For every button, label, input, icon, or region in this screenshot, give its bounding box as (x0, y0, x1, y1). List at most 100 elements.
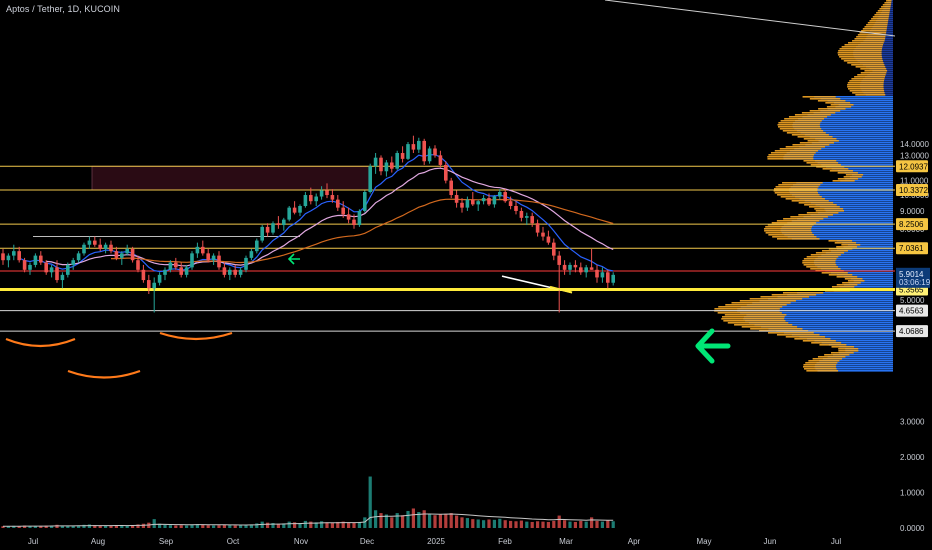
candle-body[interactable] (465, 199, 470, 208)
candle-body[interactable] (206, 253, 210, 261)
candle-body[interactable] (568, 264, 572, 270)
candle-body[interactable] (460, 202, 464, 208)
candle-body[interactable] (82, 244, 86, 254)
candle-body[interactable] (498, 192, 502, 197)
candle-body[interactable] (33, 255, 38, 265)
candle-body[interactable] (557, 255, 561, 265)
candle-body[interactable] (341, 207, 345, 215)
candle-body[interactable] (579, 267, 583, 273)
candle-body[interactable] (352, 219, 356, 226)
candle-body[interactable] (519, 210, 524, 218)
candle-body[interactable] (417, 140, 421, 150)
candle-body[interactable] (184, 267, 189, 275)
candle-body[interactable] (303, 195, 308, 206)
candle-body[interactable] (525, 216, 529, 218)
candle-body[interactable] (157, 274, 162, 283)
candle-body[interactable] (222, 267, 227, 275)
candle-body[interactable] (606, 272, 610, 283)
candle-body[interactable] (287, 207, 291, 220)
candle-body[interactable] (249, 251, 254, 258)
candle-body[interactable] (314, 196, 318, 202)
symbol-title[interactable]: Aptos / Tether, 1D, KUCOIN (6, 4, 120, 14)
candle-body[interactable] (433, 148, 437, 156)
candle-body[interactable] (346, 214, 351, 220)
candle-body[interactable] (271, 223, 275, 233)
candle-body[interactable] (179, 267, 183, 275)
candle-body[interactable] (449, 180, 453, 196)
candle-body[interactable] (168, 262, 173, 270)
candle-body[interactable] (211, 255, 216, 261)
candle-body[interactable] (292, 207, 297, 213)
candle-body[interactable] (238, 269, 243, 275)
candle-body[interactable] (589, 267, 594, 270)
candle-body[interactable] (147, 280, 151, 289)
candle-body[interactable] (28, 264, 32, 270)
candle-body[interactable] (573, 264, 578, 268)
candle-body[interactable] (530, 216, 534, 224)
candle-body[interactable] (103, 244, 108, 249)
candle-body[interactable] (508, 201, 513, 206)
candle-body[interactable] (411, 144, 416, 150)
candle-body[interactable] (276, 223, 281, 226)
candle-body[interactable] (152, 282, 156, 289)
candle-body[interactable] (87, 240, 92, 245)
candle-body[interactable] (325, 190, 329, 196)
candle-body[interactable] (481, 198, 486, 202)
candle-body[interactable] (174, 262, 178, 268)
candle-body[interactable] (595, 269, 599, 278)
candle-body[interactable] (98, 244, 102, 249)
candle-body[interactable] (438, 155, 443, 165)
candle-body[interactable] (136, 260, 140, 270)
candle-body[interactable] (422, 140, 426, 162)
candle-body[interactable] (233, 269, 237, 275)
candle-body[interactable] (244, 257, 248, 270)
candle-body[interactable] (93, 240, 97, 245)
candle-body[interactable] (114, 251, 119, 258)
candle-body[interactable] (476, 201, 480, 205)
candle-body[interactable] (120, 253, 124, 258)
candle-body[interactable] (17, 251, 21, 261)
candle-body[interactable] (190, 253, 194, 268)
candle-body[interactable] (552, 242, 556, 256)
candle-body[interactable] (49, 267, 54, 273)
candle-body[interactable] (427, 148, 432, 162)
candle-body[interactable] (6, 255, 11, 261)
candle-body[interactable] (541, 232, 545, 237)
candle-body[interactable] (260, 226, 264, 241)
candle-body[interactable] (217, 255, 221, 268)
candle-body[interactable] (55, 267, 59, 281)
candle-body[interactable] (12, 251, 16, 256)
candle-body[interactable] (141, 269, 146, 281)
candle-body[interactable] (125, 248, 129, 254)
candle-body[interactable] (39, 255, 43, 263)
candle-body[interactable] (368, 166, 372, 193)
candle-body[interactable] (400, 153, 405, 159)
candle-body[interactable] (195, 246, 200, 254)
candle-body[interactable] (255, 240, 259, 252)
candle-body[interactable] (514, 205, 518, 211)
candle-body[interactable] (454, 195, 459, 203)
candle-body[interactable] (395, 153, 399, 169)
candle-body[interactable] (471, 199, 475, 205)
candle-body[interactable] (282, 219, 286, 226)
candle-body[interactable] (163, 269, 167, 275)
candle-body[interactable] (373, 157, 378, 167)
candle-body[interactable] (600, 272, 605, 278)
candle-body[interactable] (71, 260, 75, 265)
candle-body[interactable] (406, 144, 410, 159)
candle-body[interactable] (503, 192, 507, 202)
candle-body[interactable] (487, 198, 491, 205)
candle-body[interactable] (44, 262, 48, 273)
candle-body[interactable] (265, 226, 270, 233)
candle-body[interactable] (546, 236, 551, 243)
candle-body[interactable] (130, 248, 135, 261)
candle-body[interactable] (390, 162, 394, 169)
candle-body[interactable] (535, 223, 540, 233)
candle-body[interactable] (109, 244, 113, 252)
candle-body[interactable] (336, 199, 340, 208)
candle-body[interactable] (379, 157, 383, 172)
candle-body[interactable] (76, 253, 81, 261)
candle-body[interactable] (384, 162, 389, 172)
candle-body[interactable] (1, 253, 5, 261)
